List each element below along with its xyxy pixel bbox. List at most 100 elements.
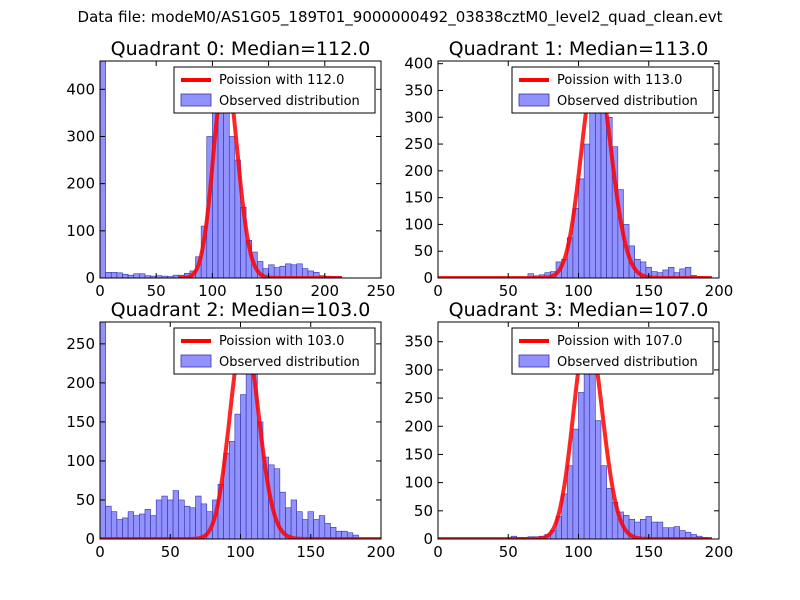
y-tick-label: 250: [404, 135, 433, 153]
histogram-bar: [110, 511, 118, 539]
x-tick-label: 100: [198, 282, 227, 300]
x-tick-label: 250: [367, 282, 396, 300]
histogram-bar: [589, 369, 596, 539]
legend: Poission with 112.0 Observed distribution: [173, 66, 376, 114]
y-tick-label: 150: [404, 189, 433, 207]
x-tick-label: 200: [367, 543, 396, 561]
legend-hist-swatch: [518, 93, 550, 107]
y-tick-label: 200: [66, 175, 95, 193]
histogram-bar: [234, 413, 241, 539]
histogram-bar: [155, 499, 163, 539]
x-tick-label: 100: [564, 543, 593, 561]
y-tick-label: 100: [404, 474, 433, 492]
histogram-bar: [318, 515, 326, 539]
histogram-bar: [566, 465, 574, 539]
histogram-bar: [189, 507, 196, 539]
histogram-bar: [313, 519, 320, 539]
legend: Poission with 103.0 Observed distribution: [173, 327, 376, 375]
y-tick-label: 0: [423, 269, 433, 287]
y-tick-label: 0: [85, 530, 95, 548]
histogram-bar: [583, 352, 591, 539]
histogram-bar: [240, 394, 247, 539]
y-tick-label: 50: [76, 491, 95, 509]
histogram-bar: [105, 272, 112, 278]
histogram-bar: [178, 499, 185, 539]
histogram-bar: [139, 273, 146, 278]
histogram-bar: [640, 518, 647, 539]
y-tick-label: 150: [66, 413, 95, 431]
histogram-bar: [578, 392, 585, 539]
histogram-bar: [150, 515, 157, 539]
histogram-bar: [110, 272, 118, 278]
histogram-bar: [172, 490, 179, 539]
x-tick-label: 150: [254, 282, 283, 300]
x-tick-label: 150: [296, 543, 325, 561]
histogram-bar: [133, 273, 140, 278]
quadrant-2-panel: 0 50 100 150 200 0 50 100 150 200 250 Quadrant 2: M…: [66, 299, 395, 561]
y-tick-label: 200: [66, 374, 95, 392]
histogram-bar: [133, 515, 140, 539]
y-tick-label: 300: [404, 361, 433, 379]
histogram-bar: [324, 523, 331, 539]
histogram-bar: [285, 263, 292, 278]
histogram-bar: [184, 505, 191, 539]
x-tick-label: 200: [705, 543, 734, 561]
histogram-bar: [606, 487, 613, 539]
x-tick-label: 0: [95, 282, 105, 300]
quadrant-0-panel: 0 50 100 150 200 250 0 100 200 300 400 Quadrant 0: …: [66, 38, 395, 300]
panel-title: Quadrant 3: Median=107.0: [449, 299, 709, 321]
histogram-bar: [245, 351, 253, 539]
histogram-bar: [122, 517, 129, 539]
legend-hist-swatch: [180, 93, 212, 107]
y-tick-label: 100: [404, 215, 433, 233]
legend: Poission with 113.0 Observed distribution: [511, 66, 714, 114]
histogram-bar: [595, 420, 602, 539]
y-tick-label: 100: [66, 452, 95, 470]
histogram-bar: [600, 465, 607, 539]
y-tick-label: 150: [404, 445, 433, 463]
x-tick-label: 200: [705, 282, 734, 300]
y-tick-label: 250: [66, 335, 95, 353]
histogram-bar: [290, 499, 297, 539]
y-tick-label: 50: [414, 502, 433, 520]
histogram-bar: [296, 511, 303, 539]
histogram-bar: [122, 273, 129, 278]
histogram-bar: [572, 428, 579, 539]
panel-title: Quadrant 2: Median=103.0: [111, 299, 371, 321]
histogram-bar: [144, 509, 151, 539]
legend-poisson-label: Poission with 107.0: [557, 334, 682, 349]
x-tick-label: 0: [95, 543, 105, 561]
legend-hist-label: Observed distribution: [219, 94, 360, 109]
y-tick-label: 300: [404, 108, 433, 126]
x-tick-label: 150: [634, 282, 663, 300]
histogram-bar: [228, 136, 236, 278]
y-tick-label: 350: [404, 333, 433, 351]
y-tick-label: 50: [414, 242, 433, 260]
histogram-bar: [578, 178, 585, 278]
legend-poisson-label: Poission with 103.0: [219, 334, 344, 349]
y-tick-label: 250: [404, 389, 433, 407]
histogram-bar: [313, 272, 320, 278]
x-tick-label: 150: [634, 543, 663, 561]
histogram-bar: [651, 521, 658, 539]
histogram-bar: [100, 322, 106, 539]
x-tick-label: 100: [564, 282, 593, 300]
y-tick-label: 350: [404, 81, 433, 99]
poisson-curve: [438, 67, 713, 278]
x-tick-label: 50: [147, 282, 166, 300]
quadrant-3-panel: 0 50 100 150 200 0 50 100 150 200 250 300 350 Quadran…: [404, 299, 733, 561]
histogram-bar: [167, 499, 174, 539]
y-tick-label: 200: [404, 417, 433, 435]
legend: Poission with 107.0 Observed distribution: [511, 327, 714, 375]
plot-body: [438, 329, 713, 539]
poisson-curve: [177, 68, 343, 278]
histogram-bar: [302, 519, 309, 539]
y-tick-label: 400: [404, 55, 433, 73]
histogram-bar: [161, 495, 168, 539]
poisson-curve: [438, 329, 713, 539]
x-tick-label: 50: [499, 282, 518, 300]
y-tick-label: 100: [66, 222, 95, 240]
x-tick-label: 50: [161, 543, 180, 561]
legend-hist-label: Observed distribution: [557, 94, 698, 109]
